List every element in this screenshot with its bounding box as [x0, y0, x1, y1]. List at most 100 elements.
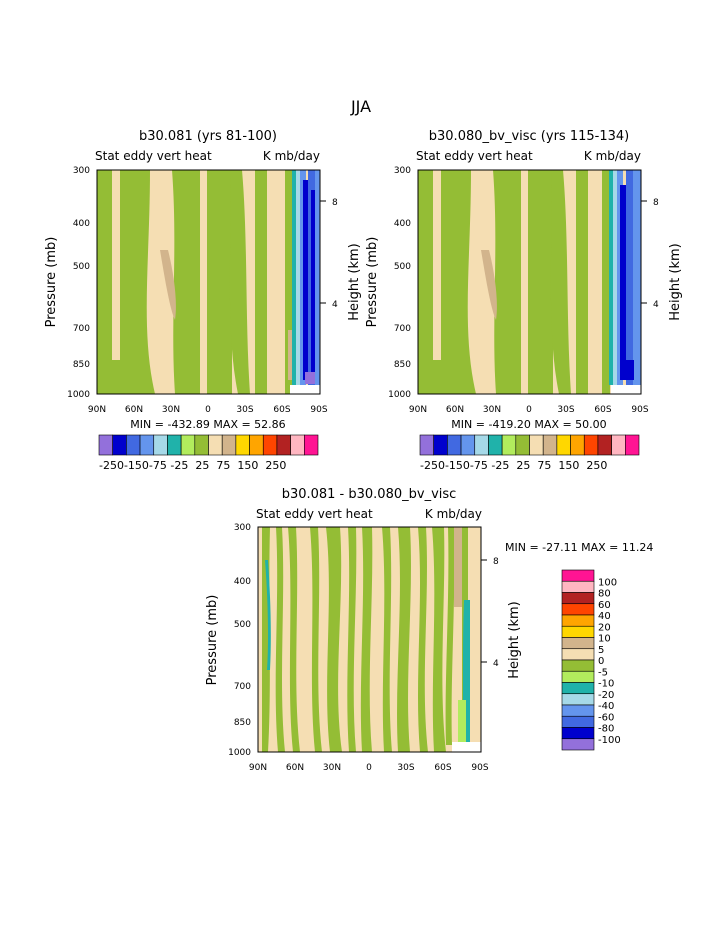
- panel-2-ylabel: Pressure (mb): [365, 237, 380, 328]
- colorbar-label: 5: [598, 645, 604, 656]
- colorbar-swatch: [180, 434, 196, 456]
- colorbar-swatch: [460, 434, 476, 456]
- colorbar-swatch: [561, 625, 595, 638]
- panel-3-title: b30.081 - b30.080_bv_visc: [282, 487, 457, 502]
- colorbar-swatch: [126, 434, 141, 456]
- panel-3-band: [418, 527, 428, 752]
- colorbar-1-labels: -250-150-75 -25 25 75 150 250: [99, 459, 286, 472]
- colorbar-swatch: [561, 592, 595, 605]
- colorbar-swatch: [561, 727, 595, 740]
- colorbar-swatch: [474, 434, 489, 456]
- colorbar-swatch: [208, 434, 223, 456]
- x-tick-label: 60N: [125, 405, 143, 415]
- panel-1-band: [192, 170, 232, 394]
- y-tick-label: 700: [394, 324, 411, 334]
- y-right-tick-label: 8: [332, 198, 338, 208]
- colorbar-swatch: [561, 715, 595, 728]
- panel-1-x-ticks: 90N 60N 30N 0 30S 60S 90S: [88, 405, 328, 415]
- panel-3: b30.081 - b30.080_bv_visc Stat eddy vert…: [205, 487, 653, 773]
- colorbar-swatch: [561, 603, 595, 616]
- panel-2-y-ticks: 300 400 500 700 850 1000: [388, 166, 411, 400]
- colorbar-swatch: [561, 569, 595, 582]
- x-tick-label: 30N: [323, 763, 341, 773]
- panel-1-subtitle-right: K mb/day: [263, 149, 320, 163]
- panel-1-right-ticks: 8 4: [320, 198, 338, 310]
- panel-1-band: [285, 170, 293, 394]
- colorbar-swatch: [561, 648, 595, 661]
- colorbar-swatch: [561, 704, 595, 717]
- panel-2-band: [433, 170, 441, 360]
- panel-3-band: [360, 527, 373, 752]
- y-tick-label: 400: [394, 219, 411, 229]
- panel-2-band: [609, 170, 615, 385]
- panel-2-ylabel-right: Height (km): [668, 243, 683, 320]
- y-tick-label: 300: [394, 166, 411, 176]
- y-tick-label: 300: [234, 523, 251, 533]
- panel-1-band: [146, 170, 175, 394]
- panel-3-band: [445, 527, 455, 745]
- x-tick-label: 0: [526, 405, 532, 415]
- colorbar-swatch: [561, 682, 595, 695]
- panel-3-band: [347, 527, 357, 752]
- colorbar-swatch: [112, 434, 127, 456]
- panel-2-band: [624, 360, 634, 380]
- x-tick-label: 90N: [249, 763, 267, 773]
- colorbar-label: -80: [598, 724, 614, 735]
- colorbar-label: 80: [598, 589, 611, 600]
- panel-3-y-ticks: 300 400 500 700 850 1000: [228, 523, 251, 758]
- x-tick-label: 60N: [446, 405, 464, 415]
- y-tick-label: 850: [394, 360, 411, 370]
- y-right-tick-label: 8: [653, 198, 659, 208]
- colorbar-swatch: [153, 434, 168, 456]
- colorbar-swatch: [433, 434, 448, 456]
- colorbar-label: 60: [598, 600, 611, 611]
- panel-1-band: [290, 385, 320, 394]
- panel-2-band: [550, 170, 571, 394]
- panel-2-frame: [417, 169, 642, 395]
- colorbar-swatch: [235, 434, 250, 456]
- colorbar-label: 40: [598, 611, 611, 622]
- panel-2-band: [611, 385, 641, 394]
- y-tick-label: 500: [394, 262, 411, 272]
- panel-2-band: [513, 170, 553, 394]
- colorbar-swatch: [625, 434, 640, 456]
- panel-1-title: b30.081 (yrs 81-100): [139, 129, 277, 144]
- panel-2-band: [576, 170, 588, 394]
- colorbar-swatch: [515, 434, 530, 456]
- colorbar-swatch: [139, 434, 155, 456]
- panel-1: b30.081 (yrs 81-100) Stat eddy vert heat…: [44, 129, 362, 431]
- panel-2-band: [633, 170, 641, 385]
- panel-2-band: [467, 170, 496, 394]
- panel-3-band: [458, 700, 466, 742]
- panel-3-plot: [257, 526, 482, 753]
- colorbar-swatch: [583, 434, 599, 456]
- panel-2-band: [418, 170, 513, 394]
- y-right-tick-label: 4: [653, 300, 659, 310]
- y-tick-label: 1000: [67, 390, 90, 400]
- panel-1-ylabel: Pressure (mb): [44, 237, 59, 328]
- colorbar-swatch: [561, 693, 595, 706]
- panel-3-band: [265, 560, 271, 670]
- colorbar-swatch: [561, 614, 595, 627]
- x-tick-label: 60N: [286, 763, 304, 773]
- colorbar-swatch: [304, 434, 319, 456]
- y-tick-label: 850: [234, 718, 251, 728]
- colorbar-label: 0: [598, 656, 604, 667]
- colorbar-swatch: [221, 434, 237, 456]
- colorbar-swatch: [561, 738, 595, 751]
- panel-2-band: [521, 170, 528, 394]
- colorbar-swatch: [597, 434, 612, 456]
- colorbar-swatch: [419, 434, 434, 456]
- panel-1-band: [315, 170, 320, 385]
- y-tick-label: 300: [73, 166, 90, 176]
- panel-3-band: [470, 527, 481, 742]
- colorbar-swatch: [561, 580, 595, 593]
- y-right-tick-label: 4: [332, 300, 338, 310]
- panel-3-band: [432, 527, 446, 752]
- colorbar-swatch: [611, 434, 626, 456]
- colorbar-swatch: [276, 434, 291, 456]
- panel-3-band: [454, 527, 462, 607]
- page-title: JJA: [350, 97, 371, 116]
